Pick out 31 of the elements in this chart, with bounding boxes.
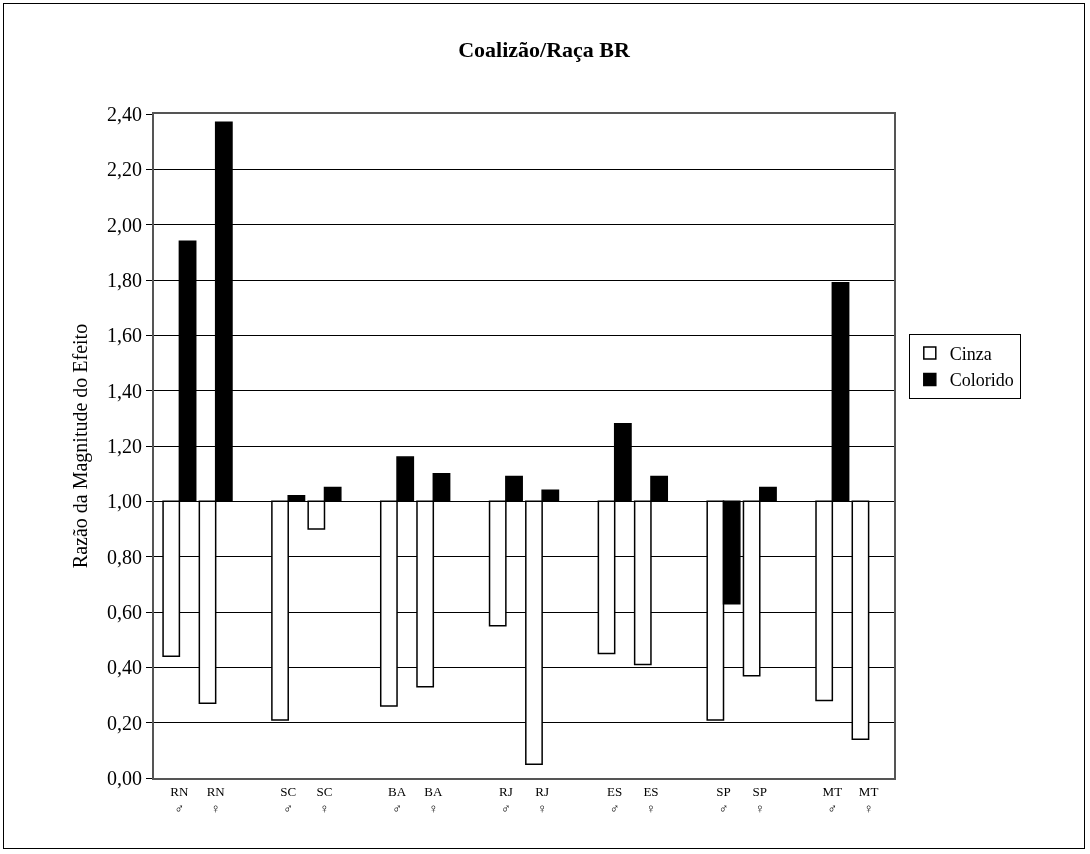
y-tick-label: 2,40 [107,103,142,125]
x-tick-label: BA ♀ [424,783,443,816]
x-tick-label: MT ♀ [858,783,879,816]
y-axis-title: Razão da Magnitude do Efeito [69,323,92,569]
x-tick-label: RJ ♂ [498,783,513,816]
x-tick-label: MT ♂ [822,783,843,816]
chart-title: Coalizão/Raça BR [458,37,631,63]
x-tick-label: SP ♀ [752,783,768,816]
y-tick-label: 2,00 [107,213,142,236]
y-tick-label: 1,00 [107,490,142,513]
y-tick-label: 0,20 [107,711,142,734]
y-tick-label: 0,00 [107,767,142,789]
x-tick-label: BA ♂ [388,783,407,816]
y-tick-label: 2,20 [107,158,142,181]
y-tick-label: 0,80 [107,545,142,568]
x-tick-label: ES ♂ [607,783,623,816]
x-tick-label: RJ ♀ [535,783,550,816]
x-tick-label: RN ♂ [170,783,190,816]
x-tick-label: SP ♂ [716,783,731,816]
x-tick-label: ES ♀ [643,783,659,816]
x-tick-label: SC ♀ [316,783,333,816]
y-tick-label: 0,60 [107,601,142,623]
legend-label: Cinza [949,344,992,365]
legend-label: Colorido [949,370,1014,391]
x-tick-label: SC ♂ [280,783,297,816]
y-tick-label: 1,60 [107,324,142,347]
y-tick-label: 1,20 [107,435,142,457]
y-tick-label: 0,40 [107,656,142,679]
x-tick-label: RN ♀ [206,783,226,816]
y-tick-label: 1,80 [107,269,142,291]
y-tick-label: 1,40 [107,379,142,402]
